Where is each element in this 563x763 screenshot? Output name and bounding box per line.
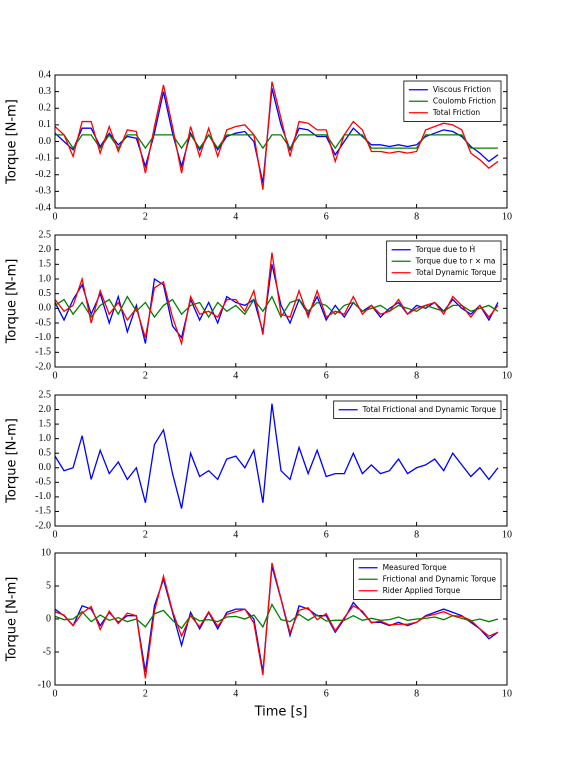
x-tick-label: 8 (414, 370, 419, 381)
x-tick-label: 6 (324, 688, 329, 699)
legend: Total Frictional and Dynamic Torque (333, 400, 502, 419)
x-tick-label: 4 (233, 688, 238, 699)
y-axis-label: Torque [N-m] (5, 99, 20, 185)
y-tick-label: -5 (43, 646, 51, 657)
x-tick-label: 6 (324, 211, 329, 222)
series-line (54, 562, 499, 679)
subplot: 0 2 4 6 8 10 -2.0 -1.5 -1.0 -0.5 0.0 0.5 1.0 1.5 2.0 2.… (5, 389, 513, 540)
y-tick-label: 1.0 (39, 273, 52, 284)
y-tick-label: 2.0 (39, 244, 52, 255)
legend-label: Rider Applied Torque (383, 586, 461, 595)
y-tick-label: -0.4 (35, 202, 51, 213)
y-tick-label: 5 (46, 580, 51, 591)
x-tick-label: 10 (502, 370, 512, 381)
x-tick-label: 2 (143, 529, 148, 540)
x-tick-label: 0 (53, 211, 58, 222)
x-tick-label: 8 (414, 688, 419, 699)
series-line (54, 403, 499, 509)
x-tick-label: 8 (414, 211, 419, 222)
x-tick-label: 4 (233, 370, 238, 381)
y-tick-label: 0.2 (39, 103, 52, 114)
x-tick-label: 0 (53, 370, 58, 381)
y-tick-label: -0.5 (35, 317, 51, 328)
y-tick-label: 0.1 (39, 119, 52, 130)
x-tick-label: 10 (502, 688, 512, 699)
y-tick-label: -0.5 (35, 477, 51, 488)
y-tick-label: 0 (46, 613, 51, 624)
y-tick-label: -1.5 (35, 506, 51, 517)
legend-label: Torque due to r × ma (415, 256, 496, 265)
subplot: 0 2 4 6 8 10 -10 -5 0 5 10 Torque [N-m] Time [s] Meas… (5, 547, 513, 719)
y-axis-label: Torque [N-m] (5, 418, 20, 504)
x-tick-label: 10 (502, 529, 512, 540)
axes-frame (54, 234, 508, 368)
x-tick-label: 4 (233, 211, 238, 222)
y-tick-label: -1.5 (35, 347, 51, 358)
y-tick-label: 0.0 (39, 303, 52, 314)
series-line (54, 252, 499, 347)
y-tick-label: 1.5 (39, 418, 52, 429)
legend-box (353, 558, 502, 600)
y-tick-label: -0.3 (35, 186, 51, 197)
y-axis-label: Torque [N-m] (5, 577, 20, 663)
x-tick-label: 6 (324, 370, 329, 381)
legend-label: Frictional and Dynamic Torque (383, 574, 497, 583)
legend-label: Measured Torque (383, 563, 447, 572)
legend: Measured Torque Frictional and Dynamic To… (353, 558, 502, 600)
y-axis-label: Torque [N-m] (5, 259, 20, 345)
legend: Viscous Friction Coulomb Friction Total Fr… (403, 80, 502, 122)
y-tick-label: -10 (38, 679, 51, 690)
subplot: 0 2 4 6 8 10 -0.4 -0.3 -0.2 -0.1 0.0 0.1 0.2 0.3 0.4 To… (5, 69, 513, 222)
x-tick-label: 2 (143, 688, 148, 699)
series-line (54, 603, 499, 630)
x-tick-label: 6 (324, 529, 329, 540)
y-tick-label: 1.0 (39, 433, 52, 444)
y-tick-label: 2.5 (39, 389, 52, 400)
y-tick-label: -0.2 (35, 169, 51, 180)
y-tick-label: -2.0 (35, 361, 51, 372)
y-tick-label: 10 (41, 547, 51, 558)
series-line (54, 81, 499, 190)
y-tick-label: 0.0 (39, 462, 52, 473)
y-tick-label: -2.0 (35, 520, 51, 531)
legend-label: Torque due to Ḣ (415, 245, 475, 254)
y-tick-label: -1.0 (35, 332, 51, 343)
y-tick-label: 0.0 (39, 136, 52, 147)
x-axis-label: Time [s] (254, 705, 308, 720)
series-line (55, 133, 498, 150)
subplot: 0 2 4 6 8 10 -2.0 -1.5 -1.0 -0.5 0.0 0.5 1.0 1.5 2.0 2.… (5, 229, 513, 381)
x-tick-label: 0 (53, 688, 58, 699)
x-tick-label: 2 (143, 370, 148, 381)
legend: Torque due to Ḣ Torque due to r × ma Total… (386, 240, 502, 282)
y-tick-label: 2.5 (39, 229, 52, 240)
y-tick-label: 0.5 (39, 288, 52, 299)
legend-box (333, 400, 502, 419)
y-tick-label: 2.0 (39, 404, 52, 415)
axes-frame (54, 394, 508, 527)
y-tick-label: -1.0 (35, 491, 51, 502)
x-tick-label: 4 (233, 529, 238, 540)
legend-label: Viscous Friction (433, 85, 491, 94)
y-tick-label: 1.5 (39, 259, 52, 270)
y-tick-label: -0.1 (35, 152, 51, 163)
legend-label: Total Frictional and Dynamic Torque (362, 405, 497, 414)
x-tick-label: 8 (414, 529, 419, 540)
y-tick-label: 0.5 (39, 448, 52, 459)
legend-label: Total Friction (432, 108, 481, 117)
x-tick-label: 2 (143, 211, 148, 222)
y-tick-label: 0.4 (39, 69, 52, 80)
series-line (54, 295, 499, 319)
legend-label: Total Dynamic Torque (415, 268, 497, 277)
legend-label: Coulomb Friction (433, 96, 496, 105)
x-tick-label: 10 (502, 211, 512, 222)
x-tick-label: 0 (53, 529, 58, 540)
y-tick-label: 0.3 (39, 86, 52, 97)
